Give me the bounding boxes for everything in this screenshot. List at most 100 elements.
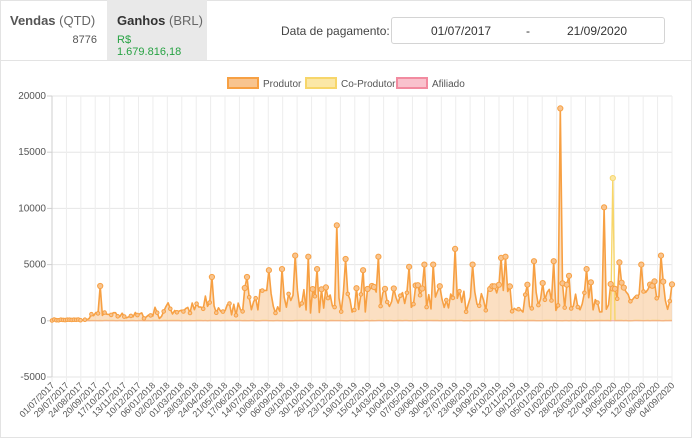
produtor-point: [227, 301, 232, 306]
produtor-point: [657, 252, 665, 259]
produtor-point: [457, 288, 462, 294]
produtor-point: [135, 312, 140, 318]
produtor-point: [370, 283, 378, 291]
produtor-point: [338, 309, 344, 314]
produtor-point: [314, 266, 321, 273]
chart-legend: Produtor Co-Produtor Afiliado: [227, 77, 465, 90]
date-separator: -: [526, 24, 530, 38]
y-tick-label: -5000: [20, 372, 46, 383]
produtor-point: [530, 258, 538, 265]
produtor-point: [618, 279, 625, 286]
produtor-point: [549, 298, 554, 303]
produtor-point: [483, 308, 489, 313]
legend-label: Co-Produtor: [341, 79, 396, 90]
produtor-point: [404, 290, 410, 296]
produtor-point: [141, 316, 147, 321]
produtor-point: [522, 292, 528, 297]
date-range-picker[interactable]: 01/07/2017 - 21/09/2020: [391, 17, 665, 44]
produtor-point: [246, 294, 252, 300]
produtor-point: [95, 311, 101, 316]
produtor-point: [122, 314, 127, 319]
produtor-point: [539, 280, 546, 287]
kpi-earnings-value: R$ 1.679.816,18: [117, 34, 182, 58]
produtor-point: [345, 291, 351, 297]
produtor-point: [174, 310, 180, 315]
produtor-point: [364, 285, 371, 293]
produtor-point: [550, 258, 557, 265]
series-produtor-area: [52, 108, 672, 321]
y-tick-label: 5000: [24, 260, 47, 271]
produtor-point: [476, 303, 482, 309]
kpi-sales-tab[interactable]: Vendas (QTD) 8776: [0, 0, 107, 60]
produtor-point: [398, 293, 403, 298]
produtor-point: [450, 295, 456, 301]
produtor-point: [292, 252, 299, 259]
x-axis: 01/07/201729/07/201724/08/201720/09/2017…: [17, 380, 676, 419]
produtor-point: [524, 281, 531, 288]
produtor-point: [417, 292, 423, 298]
date-from: 01/07/2017: [431, 24, 492, 38]
produtor-point: [654, 296, 660, 301]
legend-swatch: [396, 77, 428, 89]
produtor-point: [616, 259, 623, 266]
produtor-point: [430, 261, 437, 268]
produtor-point: [620, 284, 627, 291]
produtor-point: [667, 298, 673, 304]
produtor-point: [469, 261, 476, 268]
produtor-point: [452, 245, 459, 252]
produtor-point: [352, 307, 357, 313]
produtor-point: [200, 306, 206, 312]
produtor-point: [286, 291, 291, 297]
produtor-point: [562, 305, 568, 310]
produtor-point: [575, 304, 581, 310]
produtor-point: [601, 204, 608, 211]
produtor-point: [555, 303, 561, 308]
produtor-point: [509, 309, 515, 314]
produtor-point: [502, 253, 509, 260]
legend-label: Produtor: [263, 79, 302, 90]
date-to: 21/09/2020: [567, 24, 628, 38]
produtor-point: [187, 310, 193, 316]
produtor-point: [278, 266, 286, 273]
produtor-point: [168, 306, 173, 312]
produtor-point: [309, 286, 316, 293]
legend-label: Afiliado: [432, 79, 465, 90]
produtor-point: [582, 290, 587, 296]
produtor-point: [161, 309, 166, 314]
produtor-point: [97, 282, 104, 290]
y-tick-label: 0: [40, 316, 46, 327]
legend-swatch: [227, 77, 259, 89]
produtor-point: [419, 285, 426, 292]
produtor-point: [89, 311, 94, 317]
produtor-point: [273, 310, 278, 316]
produtor-point: [333, 222, 340, 229]
produtor-point: [463, 309, 469, 315]
produtor-point: [583, 266, 590, 273]
produtor-point: [495, 281, 502, 288]
produtor-point: [332, 304, 337, 310]
y-tick-label: 20000: [18, 91, 46, 102]
produtor-point: [384, 299, 390, 305]
kpi-earnings-title: Ganhos (BRL): [117, 13, 203, 28]
chart-series: [49, 105, 676, 323]
produtor-point: [542, 297, 548, 303]
legend-swatch: [305, 77, 337, 89]
produtor-point: [641, 289, 646, 294]
produtor-point: [325, 295, 331, 301]
produtor-point: [529, 306, 535, 311]
kpi-sales-value: 8776: [72, 34, 97, 46]
produtor-point: [634, 294, 640, 300]
series-produtor-line: [51, 107, 673, 322]
produtor-point: [265, 267, 272, 274]
produtor-point: [108, 312, 114, 318]
produtor-point: [506, 283, 513, 290]
produtor-point: [378, 303, 383, 309]
payment-date-label: Data de pagamento:: [281, 24, 390, 38]
kpi-earnings-tab[interactable]: Ganhos (BRL) R$ 1.679.816,18: [107, 0, 207, 60]
produtor-point: [240, 309, 245, 314]
produtor-point: [614, 296, 620, 301]
y-tick-label: 15000: [18, 147, 46, 158]
produtor-point: [342, 255, 349, 263]
produtor-point: [568, 306, 574, 311]
produtor-point: [421, 261, 428, 268]
